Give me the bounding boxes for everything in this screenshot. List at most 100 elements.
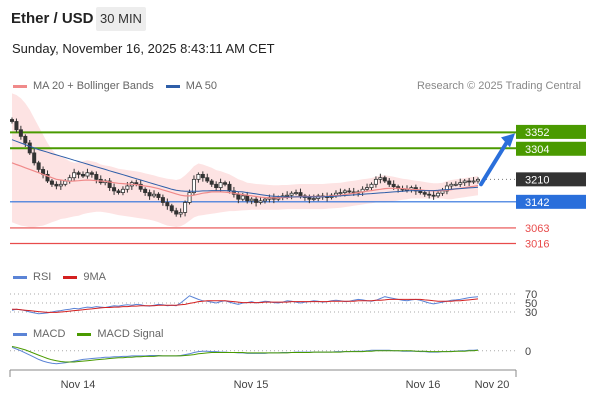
candle [183,200,188,217]
candle-body [227,183,232,192]
macd-legend: MACD MACD Signal [13,328,175,340]
candle-body [382,177,387,182]
legend-rsi: RSI [13,271,51,283]
rsi-line [11,295,479,315]
candle [174,207,179,217]
candle-body [36,162,41,170]
x-tick-label: Nov 16 [406,379,441,391]
candle-body [373,178,378,185]
candle [289,191,294,200]
candle [249,197,254,205]
price-label-3352: 3352 [516,124,586,139]
candle [262,197,267,204]
candle-body [262,198,267,202]
candle-body [138,183,143,190]
forecast-arrow-shaft [479,138,510,187]
candle [14,118,19,133]
candle-body [205,177,210,182]
price-label-3063: 3063 [525,223,549,235]
candle-body [391,183,396,188]
candle [94,171,99,184]
instrument-title: Ether / USD [11,10,94,27]
macd-signal-swatch [77,332,92,336]
candle [453,181,458,187]
candle-body [120,188,125,193]
candle-body [214,183,219,189]
price-label-text: 3210 [525,174,549,186]
rsi-swatch [13,275,27,279]
candle-body [169,205,174,212]
price-label-box [516,194,586,209]
ma50-line [11,139,479,198]
candle-body [258,200,263,203]
candle-body [289,192,294,196]
candle-body [422,192,427,195]
candle [112,183,117,195]
candle-body [453,183,458,186]
candle-body [89,172,94,175]
candle-body [307,197,312,200]
candle [169,203,174,213]
price-label-3304: 3304 [516,141,586,156]
candle [187,189,192,205]
price-label-box [516,141,586,156]
candle-body [223,182,228,185]
candle [422,190,427,197]
candle-body [218,182,223,189]
candle-body [72,172,77,179]
candle-body [427,193,432,196]
candle-body [347,190,352,193]
candle-body [458,182,463,185]
candle-body [191,178,196,193]
candle-body [45,173,50,182]
ma50-swatch [165,84,180,88]
candle-body [112,187,117,192]
rsi-ma-line [12,298,479,313]
candle [45,170,50,183]
candle [196,172,201,183]
macd-signal-line [11,346,479,363]
candle [427,191,432,199]
candle-body [338,192,343,194]
candle [160,194,165,206]
candle [32,148,37,166]
candle-body [94,173,99,180]
candle [191,175,196,196]
candle [449,182,454,190]
candle-body [196,173,201,180]
candle-body [471,180,476,183]
candle-body [63,180,68,185]
candle [223,180,228,187]
research-credit: Research © 2025 Trading Central [416,80,581,92]
candle-body [311,198,316,200]
candle [54,181,59,190]
candle [200,171,205,182]
candle [9,117,14,124]
legend-macd: MACD [13,328,65,340]
candle [378,173,383,184]
candle-body [107,180,112,189]
candle [365,183,370,192]
candle [258,196,263,205]
candle [138,180,143,192]
candle [89,170,94,178]
candle-body [152,193,157,197]
price-label-text: 3352 [525,127,549,139]
candle-body [125,185,130,190]
ma20-swatch [13,84,27,88]
candle-body [183,202,188,213]
price-label-text: 3063 [525,223,549,235]
legend-ma50-label: MA 50 [185,80,217,92]
price-legend: MA 20 + Bollinger Bands MA 50 [13,80,229,92]
candle-body [165,202,170,207]
legend-macd-signal-label: MACD Signal [97,328,164,340]
macd-swatch [13,332,27,336]
candle-body [147,192,152,197]
candle-body [67,177,72,182]
candle-body [418,190,423,193]
candle-body [369,183,374,189]
candle-body [342,190,347,193]
timeframe-button[interactable]: 30 MIN [96,7,146,31]
candle [254,196,259,207]
